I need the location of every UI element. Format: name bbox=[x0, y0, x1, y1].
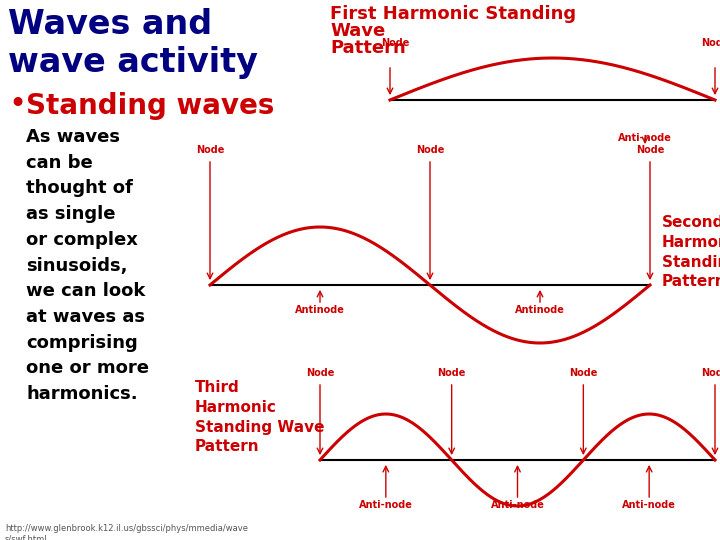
Text: Node: Node bbox=[306, 368, 334, 378]
Text: Node: Node bbox=[416, 145, 444, 155]
Text: Anti-node: Anti-node bbox=[359, 500, 413, 510]
Text: Node: Node bbox=[569, 368, 598, 378]
Text: Node: Node bbox=[701, 368, 720, 378]
Text: wave activity: wave activity bbox=[8, 46, 258, 79]
Text: http://www.glenbrook.k12.il.us/gbssci/phys/mmedia/wave
s/swf.html: http://www.glenbrook.k12.il.us/gbssci/ph… bbox=[5, 524, 248, 540]
Text: Pattern: Pattern bbox=[330, 39, 406, 57]
Text: Node: Node bbox=[438, 368, 466, 378]
Text: Antinode: Antinode bbox=[515, 305, 565, 315]
Text: Anti-node: Anti-node bbox=[622, 500, 676, 510]
Text: Anti-node: Anti-node bbox=[618, 133, 672, 143]
Text: Standing waves: Standing waves bbox=[26, 92, 274, 120]
Text: Node: Node bbox=[196, 145, 224, 155]
Text: Wave: Wave bbox=[330, 22, 385, 40]
Text: Antinode: Antinode bbox=[295, 305, 345, 315]
Text: •: • bbox=[8, 90, 26, 119]
Text: Waves and: Waves and bbox=[8, 8, 212, 41]
Text: As waves
can be
thought of
as single
or complex
sinusoids,
we can look
at waves : As waves can be thought of as single or … bbox=[26, 128, 149, 403]
Text: Anti-node: Anti-node bbox=[490, 500, 544, 510]
Text: Node: Node bbox=[381, 38, 409, 48]
Text: First Harmonic Standing: First Harmonic Standing bbox=[330, 5, 576, 23]
Text: Third
Harmonic
Standing Wave
Pattern: Third Harmonic Standing Wave Pattern bbox=[195, 380, 325, 454]
Text: Second
Harmonic
Standing Wave
Pattern: Second Harmonic Standing Wave Pattern bbox=[662, 215, 720, 289]
Text: Node: Node bbox=[636, 145, 664, 155]
Text: Node: Node bbox=[701, 38, 720, 48]
